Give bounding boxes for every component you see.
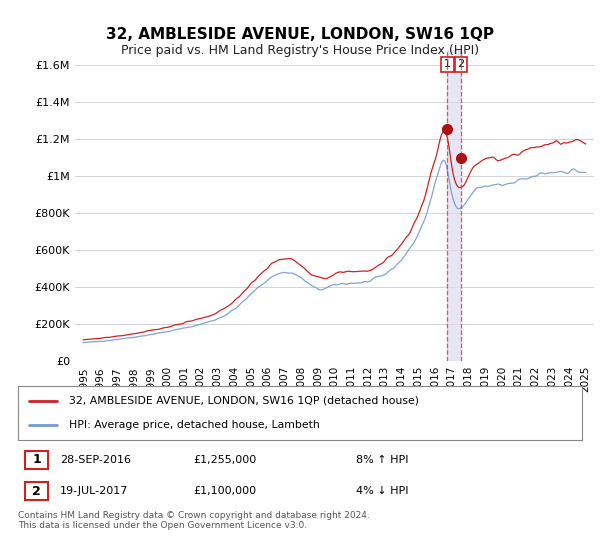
Text: 32, AMBLESIDE AVENUE, LONDON, SW16 1QP (detached house): 32, AMBLESIDE AVENUE, LONDON, SW16 1QP (…	[69, 396, 419, 406]
Text: 2: 2	[32, 484, 41, 498]
Text: 2: 2	[457, 59, 464, 69]
Text: £1,255,000: £1,255,000	[193, 455, 256, 465]
Text: 1: 1	[444, 59, 451, 69]
Bar	[25, 451, 49, 469]
Text: HPI: Average price, detached house, Lambeth: HPI: Average price, detached house, Lamb…	[69, 420, 320, 430]
Text: 19-JUL-2017: 19-JUL-2017	[60, 486, 128, 496]
Text: 28-SEP-2016: 28-SEP-2016	[60, 455, 131, 465]
Bar	[25, 482, 49, 500]
Text: 8% ↑ HPI: 8% ↑ HPI	[356, 455, 409, 465]
Text: Contains HM Land Registry data © Crown copyright and database right 2024.
This d: Contains HM Land Registry data © Crown c…	[18, 511, 370, 530]
Text: £1,100,000: £1,100,000	[193, 486, 256, 496]
Text: 1: 1	[32, 453, 41, 466]
Bar	[448, 50, 461, 361]
Text: Price paid vs. HM Land Registry's House Price Index (HPI): Price paid vs. HM Land Registry's House …	[121, 44, 479, 57]
Text: 32, AMBLESIDE AVENUE, LONDON, SW16 1QP: 32, AMBLESIDE AVENUE, LONDON, SW16 1QP	[106, 27, 494, 42]
Text: 4% ↓ HPI: 4% ↓ HPI	[356, 486, 409, 496]
